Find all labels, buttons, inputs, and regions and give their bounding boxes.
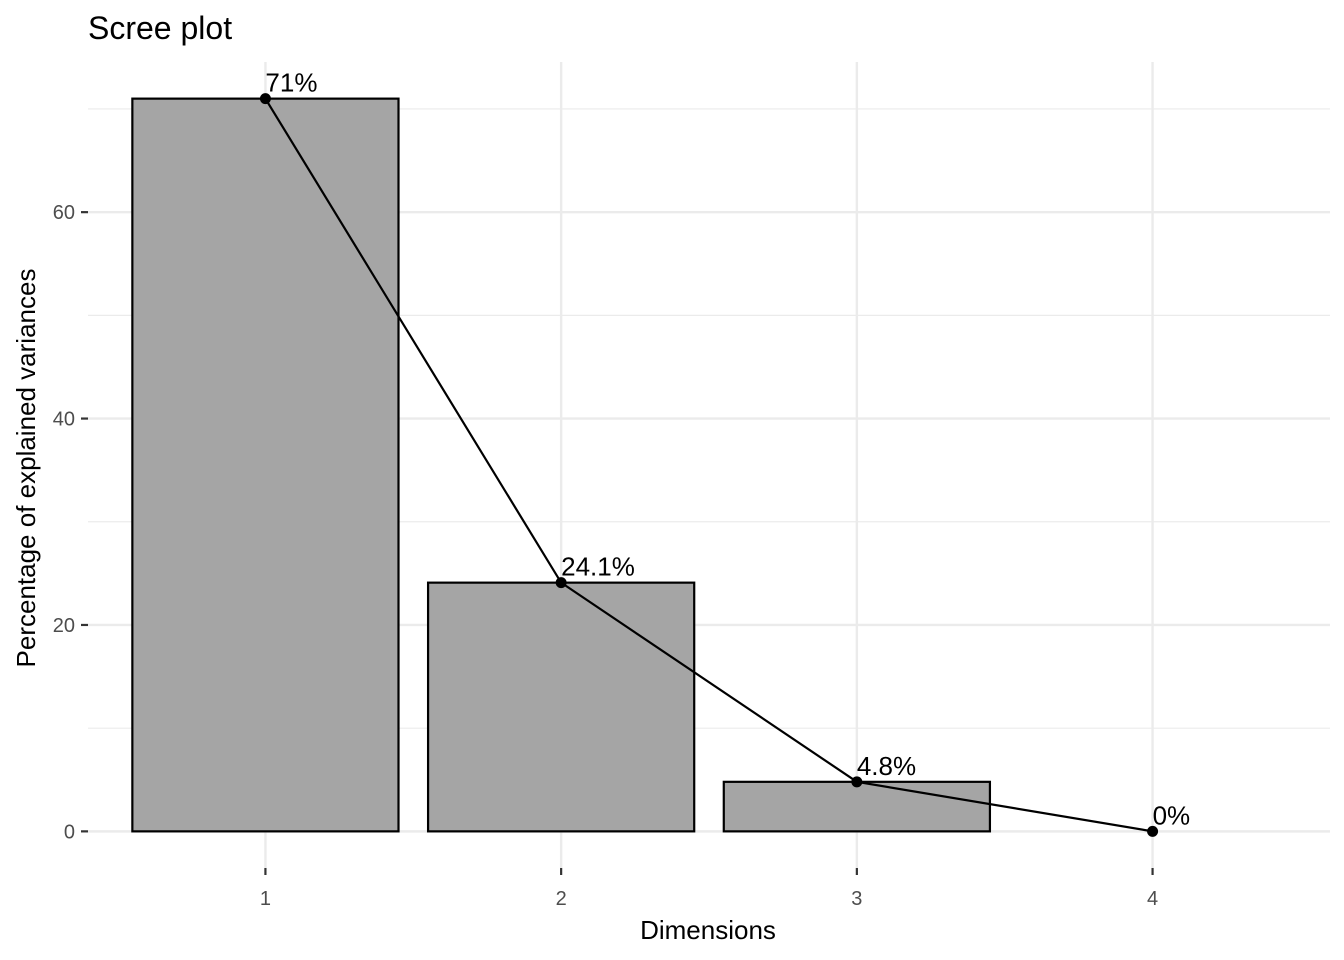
- x-tick-label: 1: [260, 888, 271, 910]
- axes-group: 0 20 40 60 1 2 3 4: [53, 202, 1158, 910]
- data-label-dimension-2: 24.1%: [561, 552, 635, 582]
- bars-group: [131, 97, 992, 833]
- x-tick-label: 2: [556, 888, 567, 910]
- x-axis-title: Dimensions: [640, 915, 776, 945]
- data-label-dimension-4: 0%: [1153, 800, 1191, 830]
- data-label-dimension-3: 4.8%: [857, 751, 916, 781]
- y-axis-title: Percentage of explained variances: [11, 269, 41, 668]
- data-labels-group: 71% 24.1% 4.8% 0%: [265, 68, 1190, 831]
- trend-line-group: [259, 93, 1159, 837]
- data-label-dimension-1: 71%: [265, 68, 317, 98]
- x-tick-label: 4: [1147, 888, 1158, 910]
- x-tick-label: 3: [851, 888, 862, 910]
- y-tick-label: 60: [53, 202, 75, 224]
- point-dimension-2: [555, 577, 567, 589]
- point-dimension-4: [1147, 825, 1159, 837]
- explained-variance-line: [264, 98, 1153, 833]
- point-dimension-1: [259, 93, 271, 105]
- point-dimension-3: [851, 776, 863, 788]
- bar-dimension-1: [131, 97, 400, 833]
- bar-dimension-2: [426, 581, 696, 833]
- bar-dimension-3: [722, 780, 992, 833]
- y-tick-label: 0: [64, 821, 75, 843]
- chart-title: Scree plot: [88, 10, 232, 46]
- y-tick-label: 20: [53, 615, 75, 637]
- y-tick-label: 40: [53, 409, 75, 431]
